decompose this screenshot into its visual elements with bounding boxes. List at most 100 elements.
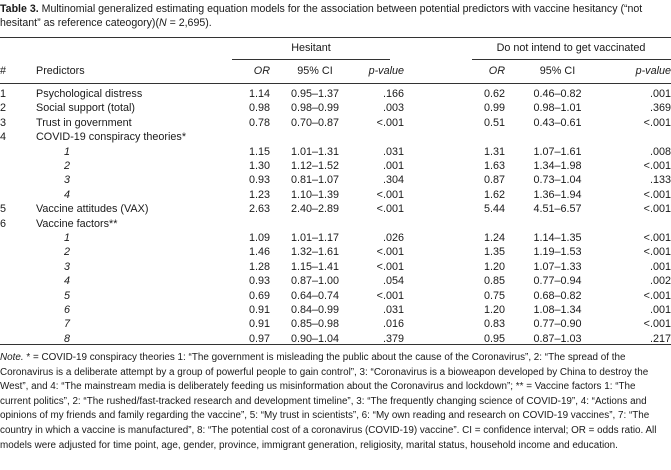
row-p-not-intend: .008 (649, 145, 671, 158)
row-or-hesitant: 0.93 (248, 275, 270, 288)
row-ci-not-intend: 1.36–1.94 (533, 188, 582, 201)
row-or-not-intend: 1.35 (483, 246, 505, 259)
row-ci-not-intend: 0.77–0.94 (533, 275, 582, 288)
row-p-not-intend: <.001 (643, 160, 671, 172)
row-or-not-intend: 0.51 (483, 116, 505, 129)
row-ci-not-intend: 1.07–1.33 (533, 260, 582, 273)
row-or-hesitant: 1.30 (248, 160, 270, 172)
row-or-hesitant: 1.15 (248, 145, 270, 158)
table-caption: Table 3. Multinomial generalized estimat… (0, 2, 666, 30)
row-or-hesitant: 2.63 (248, 203, 270, 216)
caption-text: Multinomial generalized estimating equat… (0, 3, 643, 29)
row-p-not-intend: .217 (649, 332, 671, 345)
row-predictor: 3 (64, 260, 71, 273)
row-p-hesitant: .001 (382, 160, 404, 172)
row-or-not-intend: 1.63 (483, 160, 505, 172)
row-p-not-intend: <.001 (643, 318, 671, 331)
note-text: * = COVID-19 conspiracy theories 1: “The… (0, 352, 657, 451)
row-p-hesitant: <.001 (376, 289, 404, 302)
row-ci-not-intend: 0.77–0.90 (533, 318, 582, 331)
row-or-hesitant: 1.23 (248, 188, 270, 201)
row-or-hesitant: 0.78 (248, 116, 270, 129)
row-or-hesitant: 1.14 (248, 88, 270, 100)
row-predictor: 8 (64, 332, 71, 345)
row-number: 3 (0, 116, 7, 129)
column-header-predictors: Predictors (36, 65, 85, 77)
row-predictor: Trust in government (36, 116, 132, 129)
row-p-hesitant: <.001 (376, 116, 404, 129)
row-ci-not-intend: 0.87–1.03 (533, 332, 582, 345)
row-or-not-intend: 1.31 (483, 145, 505, 158)
group-header-hesitant: Hesitant (291, 42, 331, 54)
row-p-not-intend: <.001 (643, 232, 671, 244)
row-p-not-intend: .001 (649, 260, 671, 273)
row-p-not-intend: .001 (649, 304, 671, 316)
row-ci-not-intend: 0.68–0.82 (533, 289, 582, 302)
row-or-not-intend: 1.24 (483, 232, 505, 244)
row-ci-hesitant: 2.40–2.89 (290, 203, 340, 216)
row-ci-not-intend: 1.14–1.35 (533, 232, 582, 244)
table-label: Table 3. (0, 3, 39, 15)
row-ci-hesitant: 1.10–1.39 (290, 188, 340, 201)
row-p-not-intend: .002 (649, 275, 671, 288)
row-ci-not-intend: 1.07–1.61 (533, 145, 582, 158)
row-predictor: Psychological distress (36, 88, 143, 100)
row-number: 2 (0, 102, 7, 115)
row-ci-hesitant: 0.70–0.87 (290, 116, 340, 129)
row-ci-hesitant: 0.85–0.98 (290, 318, 340, 331)
row-or-not-intend: 1.20 (483, 304, 505, 316)
row-p-hesitant: <.001 (376, 188, 404, 201)
column-header-p-hesitant: p-value (368, 65, 404, 77)
row-number: 4 (0, 131, 7, 144)
row-number: 1 (0, 88, 7, 100)
row-ci-hesitant: 1.32–1.61 (290, 246, 340, 259)
row-predictor: 7 (64, 318, 71, 331)
row-p-hesitant: <.001 (376, 260, 404, 273)
row-p-not-intend: <.001 (643, 289, 671, 302)
row-predictor: 6 (64, 304, 71, 316)
row-p-not-intend: .133 (649, 174, 671, 187)
row-or-not-intend: 1.20 (483, 260, 505, 273)
caption-n-label: N (158, 17, 167, 29)
row-ci-not-intend: 4.51–6.57 (533, 203, 582, 216)
row-p-not-intend: <.001 (643, 116, 671, 129)
row-predictor: 2 (64, 160, 71, 172)
row-ci-hesitant: 0.84–0.99 (290, 304, 340, 316)
column-header-p-not-intend: p-value (635, 65, 671, 77)
row-p-hesitant: .026 (382, 232, 404, 244)
row-or-hesitant: 0.91 (248, 318, 270, 331)
row-or-not-intend: 0.75 (483, 289, 505, 302)
row-predictor: 2 (64, 246, 71, 259)
row-ci-hesitant: 0.81–1.07 (290, 174, 340, 187)
row-or-not-intend: 0.62 (483, 88, 505, 100)
column-header-or-hesitant: OR (253, 65, 270, 77)
row-ci-hesitant: 1.01–1.31 (290, 145, 340, 158)
table-note: Note. * = COVID-19 conspiracy theories 1… (0, 351, 668, 453)
column-header-or-not-intend: OR (488, 65, 505, 77)
row-predictor: 1 (64, 145, 71, 158)
row-or-hesitant: 1.09 (248, 232, 270, 244)
row-ci-hesitant: 0.90–1.04 (290, 332, 340, 345)
row-p-hesitant: .031 (382, 145, 404, 158)
row-p-not-intend: .001 (649, 88, 671, 100)
row-ci-not-intend: 0.98–1.01 (533, 102, 582, 115)
row-ci-hesitant: 0.64–0.74 (290, 289, 340, 302)
row-or-hesitant: 0.91 (248, 304, 270, 316)
row-or-not-intend: 0.99 (483, 102, 505, 115)
row-p-not-intend: <.001 (643, 203, 671, 216)
row-or-not-intend: 0.87 (483, 174, 505, 187)
row-ci-hesitant: 1.15–1.41 (290, 260, 340, 273)
table-top-rule (0, 37, 671, 38)
row-or-not-intend: 5.44 (483, 203, 505, 216)
row-p-hesitant: .054 (382, 275, 404, 288)
row-predictor: COVID-19 conspiracy theories* (36, 131, 187, 144)
row-predictor: Vaccine attitudes (VAX) (36, 203, 149, 216)
row-p-not-intend: .369 (649, 102, 671, 115)
row-or-hesitant: 0.69 (248, 289, 270, 302)
row-p-hesitant: .031 (382, 304, 404, 316)
row-p-hesitant: .016 (382, 318, 404, 331)
row-p-hesitant: <.001 (376, 246, 404, 259)
group-header-not-intend: Do not intend to get vaccinated (496, 42, 646, 54)
note-lead: Note. (0, 352, 24, 363)
header-bottom-rule (0, 83, 671, 84)
